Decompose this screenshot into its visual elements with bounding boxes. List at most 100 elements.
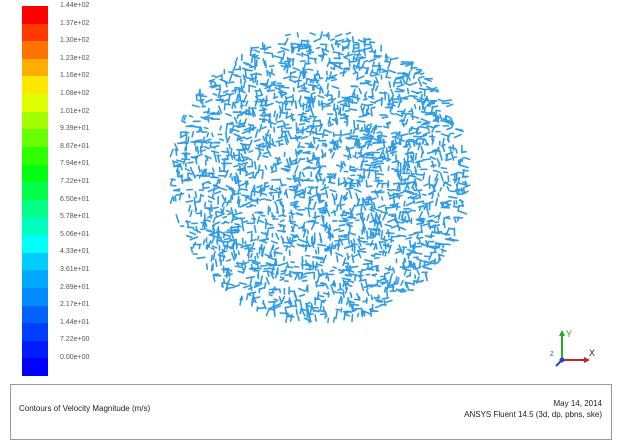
contour-vector [271, 273, 275, 280]
contour-vector [317, 94, 325, 99]
contour-vector [268, 187, 278, 192]
contour-vector [267, 256, 276, 261]
contour-vector [237, 125, 245, 129]
contour-vector [420, 122, 430, 126]
contour-vector [461, 157, 464, 163]
contour-vector [261, 185, 270, 190]
contour-vector [414, 252, 423, 255]
contour-vector [313, 37, 322, 43]
contour-vector [225, 258, 232, 262]
contour-vector [298, 171, 302, 178]
contour-vector [329, 246, 332, 253]
contour-vector [362, 66, 369, 70]
contour-vector [298, 196, 305, 199]
contour-vector [318, 85, 322, 95]
contour-vector [212, 92, 218, 96]
contour-vector [265, 78, 270, 86]
contour-vector [328, 120, 332, 126]
contour-vector [428, 252, 433, 261]
contour-vector [456, 176, 461, 186]
contour-vector [406, 212, 411, 222]
contour-vector [442, 216, 446, 226]
contour-vector [353, 188, 362, 193]
contour-vector [329, 38, 336, 42]
contour-vector [264, 253, 271, 258]
contour-vector [360, 218, 366, 227]
contour-vector [371, 71, 380, 76]
legend-label: 1.44e+02 [60, 2, 90, 9]
contour-vector [416, 200, 425, 204]
contour-vector [288, 290, 294, 293]
contour-vector [264, 112, 272, 117]
contour-vector [318, 200, 324, 204]
contour-vector [292, 175, 296, 182]
contour-vector [377, 227, 381, 237]
contour-vector [212, 217, 216, 223]
contour-vector [338, 291, 344, 295]
contour-vector [233, 164, 240, 168]
contour-vector [254, 97, 259, 107]
contour-vector [414, 152, 418, 161]
contour-vector [439, 172, 444, 182]
contour-vector [314, 215, 321, 219]
contour-vector [384, 267, 394, 271]
contour-vector [191, 131, 195, 138]
contour-vector [189, 231, 197, 236]
contour-vector [324, 207, 328, 215]
contour-vector [357, 250, 367, 253]
contour-vector [326, 76, 336, 80]
contour-vector [348, 58, 351, 67]
contour-vector [354, 151, 357, 157]
contour-vector [334, 144, 339, 151]
contour-vector [188, 172, 193, 175]
contour-vector [180, 120, 187, 124]
contour-vector [320, 154, 326, 158]
contour-vector [238, 156, 242, 161]
contour-vector [247, 145, 251, 152]
contour-vector [190, 246, 194, 253]
contour-vector [329, 140, 339, 144]
contour-vector [278, 112, 282, 119]
contour-vector [256, 306, 266, 310]
contour-vector [387, 213, 395, 216]
contour-vector [346, 252, 349, 258]
contour-vector [298, 293, 306, 298]
contour-vector [318, 232, 323, 242]
contour-vector [410, 63, 414, 69]
contour-vector [207, 107, 210, 115]
contour-vector [225, 130, 228, 137]
plot-title: Contours of Velocity Magnitude (m/s) [19, 404, 151, 413]
contour-vector [380, 211, 389, 215]
contour-vector [313, 96, 316, 103]
contour-vector [350, 303, 354, 311]
contour-vector [315, 70, 319, 77]
axis-origin [559, 357, 565, 363]
contour-vector [288, 215, 292, 224]
contour-vector [295, 135, 303, 139]
contour-vector [203, 126, 209, 130]
contour-vector [211, 132, 214, 138]
contour-vector [411, 154, 415, 163]
contour-vector [249, 204, 257, 207]
contour-vector [278, 186, 282, 195]
contour-vector [224, 201, 232, 204]
contour-vector [288, 299, 293, 305]
contour-vector [234, 223, 240, 226]
contour-vector [416, 222, 424, 225]
contour-vector [296, 127, 300, 132]
plot-info-panel: Contours of Velocity Magnitude (m/s) May… [10, 384, 612, 440]
contour-vector [284, 127, 293, 130]
contour-vector [284, 273, 291, 277]
contour-vector [345, 146, 355, 151]
contour-vector [421, 102, 424, 111]
legend-label: 4.33e+01 [60, 248, 90, 256]
contour-vector [391, 104, 396, 107]
contour-vector [315, 46, 321, 50]
contour-vector [331, 151, 336, 159]
contour-vector [195, 212, 203, 215]
contour-vector [321, 165, 327, 168]
contour-vector [245, 180, 249, 185]
graphics-viewport[interactable]: 1.44e+02 1.37e+02 1.30e+02 1.23e+02 1.16e+02… [0, 0, 624, 382]
contour-vector [249, 139, 253, 145]
contour-vector [271, 162, 276, 170]
